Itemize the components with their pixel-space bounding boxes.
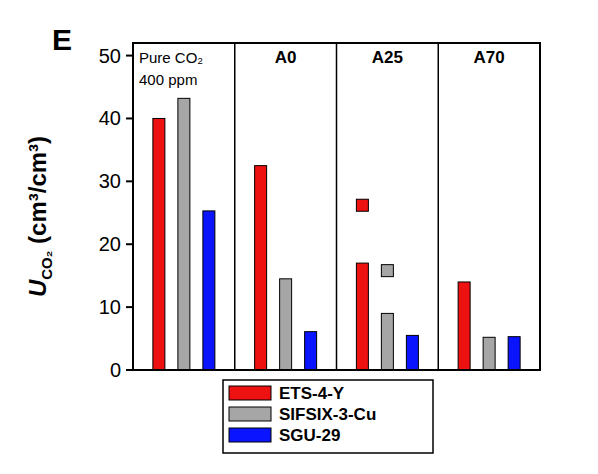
- y-tick: [126, 243, 133, 245]
- y-tick: [126, 117, 133, 119]
- y-tick: [126, 180, 133, 182]
- category-label-line: A25: [372, 48, 403, 67]
- category-label: A0: [275, 48, 297, 67]
- bar: [178, 98, 190, 370]
- y-tick-label: 10: [99, 296, 121, 318]
- category-label: Pure CO₂ 400 ppm: [139, 49, 203, 88]
- y-tick-label: 50: [99, 45, 121, 67]
- y-tick: [126, 55, 133, 57]
- bar: [356, 263, 368, 370]
- marker: [356, 199, 368, 211]
- category-label-line: A70: [474, 48, 505, 67]
- y-label-part: U: [24, 279, 51, 297]
- legend-box: [223, 380, 433, 453]
- title: E: [52, 23, 72, 56]
- legend-label: ETS-4-Y: [279, 384, 345, 403]
- bar: [305, 332, 317, 370]
- legend-label: SIFSIX-3-Cu: [279, 405, 376, 424]
- bar: [153, 118, 165, 370]
- y-axis-label: UCO₂ (cm³/cm³): [24, 136, 55, 297]
- panel-divider: [234, 43, 236, 370]
- category-label-line: A0: [275, 48, 297, 67]
- bar: [406, 335, 418, 370]
- legend-swatch: [229, 386, 271, 400]
- bar: [381, 313, 393, 370]
- y-tick: [126, 306, 133, 308]
- y-tick-label: 40: [99, 107, 121, 129]
- plot-frame: [133, 43, 540, 370]
- y-tick-label: 30: [99, 170, 121, 192]
- chart: E 0 10 20 30 40 50 UCO₂ (cm³/cm³) Pure CO₂ 400 pp…: [0, 0, 598, 474]
- legend-swatch: [229, 428, 271, 442]
- bar: [483, 337, 495, 370]
- category-label: A70: [474, 48, 505, 67]
- category-label: A25: [372, 48, 403, 67]
- y-label-part: CO₂: [38, 251, 55, 280]
- bar: [255, 166, 267, 370]
- bar: [280, 279, 292, 370]
- marker: [381, 265, 393, 277]
- legend-label: SGU-29: [279, 426, 340, 445]
- y-label-part: (cm³/cm³): [24, 136, 51, 251]
- panel-divider: [336, 43, 338, 370]
- bar: [203, 211, 215, 370]
- y-tick-label: 0: [110, 359, 121, 381]
- panel-divider: [438, 43, 440, 370]
- bar: [458, 282, 470, 370]
- y-tick-label: 20: [99, 233, 121, 255]
- legend-swatch: [229, 407, 271, 421]
- y-tick: [126, 369, 133, 371]
- bar: [508, 337, 520, 370]
- category-label-line: 400 ppm: [139, 71, 197, 88]
- category-label-line: Pure CO₂: [139, 49, 203, 66]
